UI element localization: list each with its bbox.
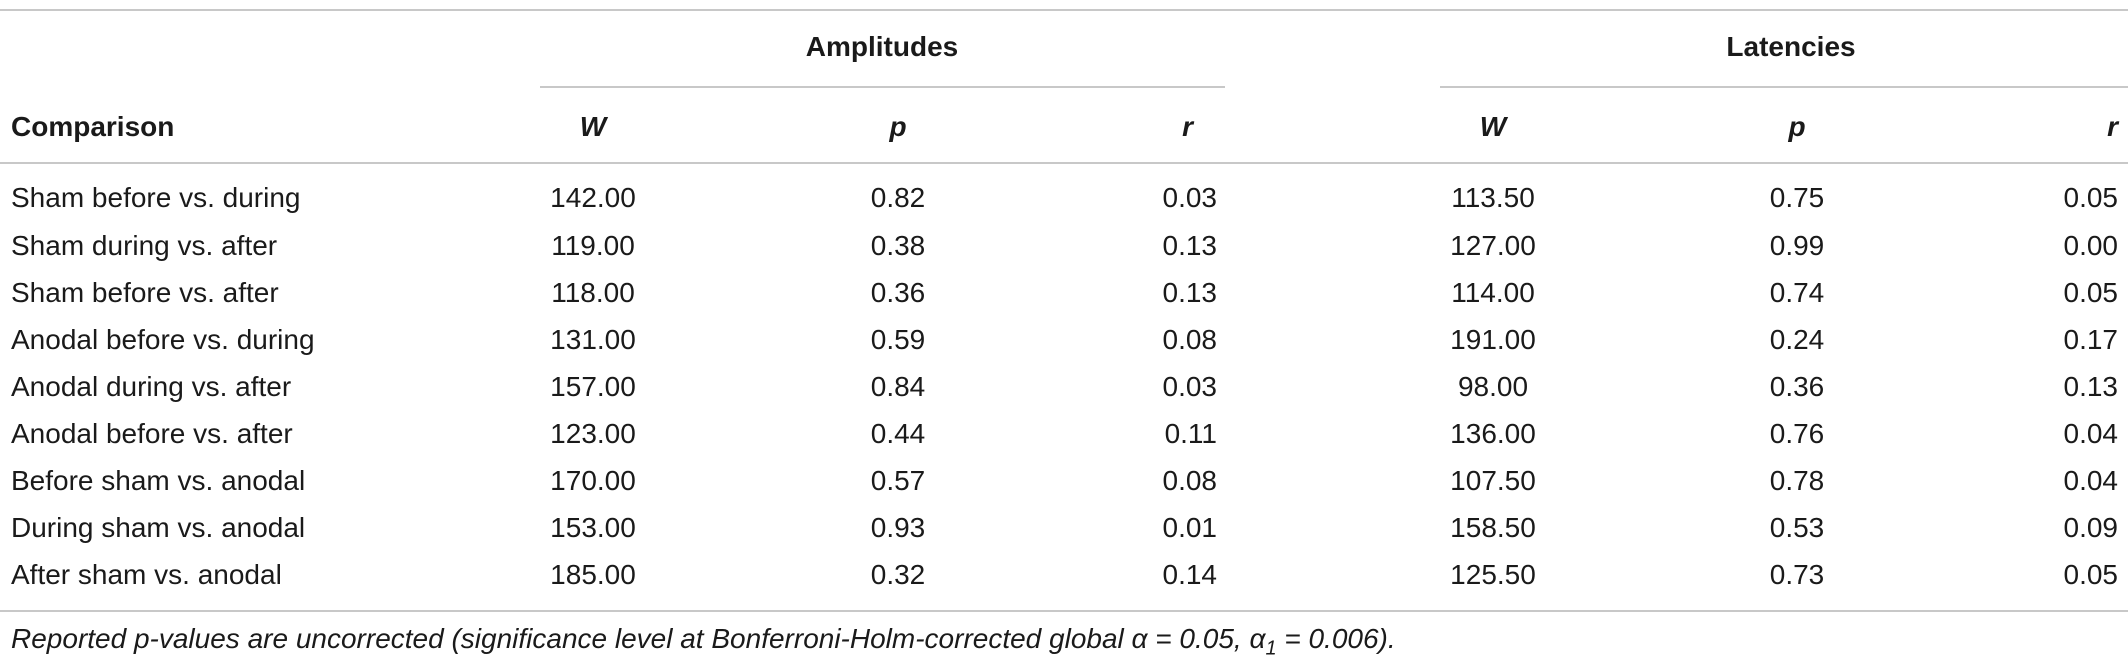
- comparison-cell: Anodal before vs. during: [11, 324, 315, 355]
- comparison-cell: Before sham vs. anodal: [11, 465, 306, 496]
- amplitudes-r-cell: 0.03: [1162, 182, 1218, 213]
- amplitudes-p-cell: 0.84: [870, 371, 926, 402]
- amplitudes-r-column-header: r: [1182, 111, 1193, 142]
- comparison-cell: Sham before vs. during: [11, 182, 301, 213]
- amplitudes-r-cell: 0.13: [1162, 230, 1218, 261]
- latencies-w-column-header: W: [1479, 111, 1507, 142]
- latencies-w-cell: 136.00: [1450, 418, 1536, 449]
- latencies-p-cell: 0.24: [1769, 324, 1825, 355]
- amplitudes-r-cell: 0.14: [1162, 559, 1218, 590]
- amplitudes-p-cell: 0.44: [870, 418, 926, 449]
- latencies-r-cell: 0.00: [2063, 230, 2119, 261]
- table-footnote: Reported p-values are uncorrected (signi…: [11, 622, 1396, 659]
- latencies-r-cell: 0.05: [2063, 182, 2119, 213]
- comparison-cell: Sham before vs. after: [11, 277, 279, 308]
- latencies-p-cell: 0.75: [1769, 182, 1825, 213]
- amplitudes-w-cell: 123.00: [550, 418, 636, 449]
- latencies-w-cell: 125.50: [1450, 559, 1536, 590]
- amplitudes-p-cell: 0.59: [870, 324, 926, 355]
- amplitudes-p-cell: 0.82: [870, 182, 926, 213]
- amplitudes-r-cell: 0.03: [1162, 371, 1218, 402]
- footnote-subscript: 1: [1265, 637, 1277, 660]
- latencies-group-rule: [1440, 86, 2128, 88]
- table-bottom-rule: [0, 610, 2128, 612]
- amplitudes-p-column-header: p: [889, 111, 907, 142]
- amplitudes-p-cell: 0.38: [870, 230, 926, 261]
- latencies-p-cell: 0.99: [1769, 230, 1825, 261]
- header-bottom-rule: [0, 162, 2128, 164]
- amplitudes-group-header: Amplitudes: [805, 31, 959, 62]
- amplitudes-w-cell: 119.00: [551, 230, 635, 261]
- amplitudes-p-cell: 0.93: [870, 512, 926, 543]
- amplitudes-r-cell: 0.01: [1162, 512, 1218, 543]
- latencies-r-cell: 0.04: [2063, 418, 2119, 449]
- amplitudes-w-cell: 142.00: [550, 182, 636, 213]
- latencies-p-column-header: p: [1788, 111, 1806, 142]
- latencies-r-cell: 0.17: [2063, 324, 2119, 355]
- amplitudes-w-column-header: W: [579, 111, 607, 142]
- latencies-w-cell: 127.00: [1450, 230, 1536, 261]
- latencies-r-cell: 0.13: [2063, 371, 2119, 402]
- latencies-p-cell: 0.53: [1769, 512, 1825, 543]
- amplitudes-group-rule: [540, 86, 1225, 88]
- latencies-w-cell: 114.00: [1451, 277, 1535, 308]
- amplitudes-p-cell: 0.36: [870, 277, 926, 308]
- latencies-p-cell: 0.36: [1769, 371, 1825, 402]
- amplitudes-p-cell: 0.32: [870, 559, 926, 590]
- latencies-r-cell: 0.05: [2063, 559, 2119, 590]
- comparison-cell: Anodal before vs. after: [11, 418, 293, 449]
- comparison-column-header: Comparison: [11, 111, 175, 142]
- comparison-cell: During sham vs. anodal: [11, 512, 306, 543]
- amplitudes-r-cell: 0.08: [1162, 465, 1218, 496]
- latencies-p-cell: 0.73: [1769, 559, 1825, 590]
- amplitudes-w-cell: 185.00: [550, 559, 636, 590]
- amplitudes-r-cell: 0.13: [1162, 277, 1218, 308]
- footnote-text-end: = 0.006).: [1276, 623, 1396, 654]
- latencies-r-cell: 0.09: [2063, 512, 2119, 543]
- amplitudes-r-cell: 0.08: [1162, 324, 1218, 355]
- latencies-r-column-header: r: [2107, 111, 2118, 142]
- latencies-p-cell: 0.76: [1769, 418, 1825, 449]
- footnote-text: Reported p-values are uncorrected (signi…: [11, 623, 1266, 654]
- table-top-rule: [0, 9, 2128, 11]
- latencies-w-cell: 158.50: [1450, 512, 1536, 543]
- latencies-r-cell: 0.05: [2063, 277, 2119, 308]
- amplitudes-w-cell: 131.00: [550, 324, 636, 355]
- latencies-p-cell: 0.74: [1769, 277, 1825, 308]
- amplitudes-w-cell: 153.00: [550, 512, 636, 543]
- comparison-cell: Sham during vs. after: [11, 230, 278, 261]
- amplitudes-r-cell: 0.11: [1164, 418, 1217, 449]
- amplitudes-w-cell: 118.00: [551, 277, 635, 308]
- latencies-p-cell: 0.78: [1769, 465, 1825, 496]
- latencies-w-cell: 113.50: [1451, 182, 1535, 213]
- comparison-cell: After sham vs. anodal: [11, 559, 282, 590]
- amplitudes-w-cell: 170.00: [550, 465, 636, 496]
- latencies-w-cell: 191.00: [1450, 324, 1536, 355]
- latencies-w-cell: 98.00: [1457, 371, 1529, 402]
- comparison-cell: Anodal during vs. after: [11, 371, 292, 402]
- latencies-w-cell: 107.50: [1450, 465, 1536, 496]
- latencies-r-cell: 0.04: [2063, 465, 2119, 496]
- latencies-group-header: Latencies: [1726, 31, 1856, 62]
- amplitudes-p-cell: 0.57: [870, 465, 926, 496]
- amplitudes-w-cell: 157.00: [550, 371, 636, 402]
